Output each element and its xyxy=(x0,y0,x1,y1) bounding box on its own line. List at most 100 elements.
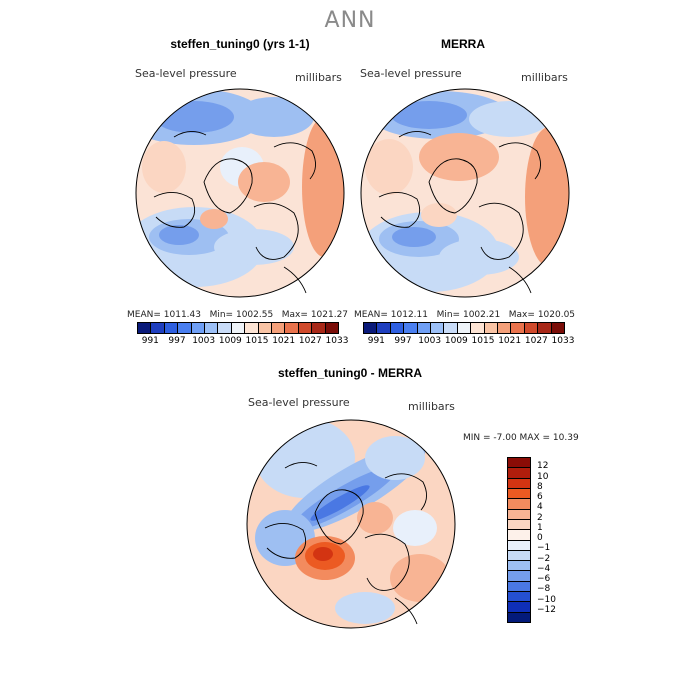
panel2-colorbar-tick-label: 997 xyxy=(394,336,412,346)
panel1-variable: Sea-level pressure xyxy=(135,67,237,80)
panel1-colorbar-tick-label: 997 xyxy=(168,336,186,346)
panel1-colorbar-tick-label: 1027 xyxy=(298,336,322,346)
panel2-colorbar-cell xyxy=(471,323,485,333)
diff-colorbar-cell xyxy=(508,458,530,469)
panel2-colorbar-tick-label: 1009 xyxy=(444,336,468,346)
panel1-polar-map xyxy=(135,88,345,298)
panel2-colorbar-cell xyxy=(484,323,499,333)
panel2-colorbar-tick-label: 1027 xyxy=(524,336,548,346)
panel1-colorbar-tick-label: 1033 xyxy=(325,336,349,346)
diff-colorbar-tick-label: 2 xyxy=(537,512,543,523)
panel2-colorbar-tick-label: 1033 xyxy=(551,336,575,346)
panel1-min-value: 1002.55 xyxy=(235,310,274,320)
diff-panel-units: millibars xyxy=(408,400,455,413)
panel2-colorbar-cell xyxy=(444,323,458,333)
panel2-colorbar-cell xyxy=(511,323,525,333)
panel2-colorbar-cell xyxy=(524,323,539,333)
diff-colorbar-tick-label: −4 xyxy=(537,563,551,574)
panel2-colorbar-tick-label: 1015 xyxy=(471,336,495,346)
diff-colorbar-tick-label: 12 xyxy=(537,461,549,472)
panel1-max-label: Max= xyxy=(281,310,308,320)
panel1-max-value: 1021.27 xyxy=(310,310,349,320)
diff-colorbar-labels: 12 10 8 6 4 2 1 0 −1 −2 −4 −6 −8 −10 −12 xyxy=(537,457,567,621)
diff-colorbar-cell xyxy=(508,602,530,613)
diff-colorbar-tick-label: −6 xyxy=(537,574,551,584)
panel1-mean-value: 1011.43 xyxy=(163,310,201,320)
panel1-colorbar-tick-label: 1003 xyxy=(192,336,216,346)
panel1-colorbar-cell xyxy=(138,323,152,333)
panel2-mean-value: 1012.11 xyxy=(390,310,428,320)
panel2-title: MERRA xyxy=(441,37,485,51)
panel1-colorbar-cell xyxy=(312,323,326,333)
panel2-colorbar-cell xyxy=(457,323,472,333)
diff-colorbar-cell xyxy=(508,509,530,520)
diff-colorbar-cell xyxy=(508,550,530,562)
diff-panel-variable: Sea-level pressure xyxy=(248,396,350,409)
panel1-colorbar-cell xyxy=(151,323,165,333)
panel1-coastlines xyxy=(153,131,316,294)
diff-coastlines xyxy=(264,462,427,625)
diff-colorbar-cell xyxy=(508,581,530,593)
panel1-colorbar-cell xyxy=(285,323,299,333)
panel2-min-value: 1002.21 xyxy=(462,310,501,320)
panel1-colorbar-cell xyxy=(245,323,259,333)
diff-colorbar-tick-label: −2 xyxy=(537,553,551,564)
panel2-colorbar-cell xyxy=(364,323,378,333)
panel2-colorbar-labels: 991 997 1003 1009 1015 1021 1027 1033 xyxy=(363,336,575,348)
panel1-colorbar-tick-label: 1015 xyxy=(245,336,269,346)
panel2-colorbar-cell xyxy=(390,323,405,333)
panel1-colorbar-cell xyxy=(272,323,286,333)
panel1-stats: MEAN= 1011.43 Min= 1002.55 Max= 1021.27 xyxy=(127,310,348,320)
panel2-units: millibars xyxy=(521,71,568,84)
panel2-colorbar-tick-label: 1021 xyxy=(498,336,522,346)
panel2-variable: Sea-level pressure xyxy=(360,67,462,80)
panel2-greenland-high xyxy=(421,203,457,227)
diff-colorbar-cell xyxy=(508,592,530,603)
diff-map-border xyxy=(246,419,456,629)
panel2-colorbar-cell xyxy=(417,323,432,333)
panel1-colorbar xyxy=(137,322,339,334)
panel1-colorbar-cell xyxy=(164,323,179,333)
diff-colorbar-cell xyxy=(508,540,530,551)
panel1-colorbar-cell xyxy=(191,323,206,333)
panel1-units: millibars xyxy=(295,71,342,84)
panel1-colorbar-cell xyxy=(325,323,339,333)
panel1-colorbar-cell xyxy=(205,323,219,333)
panel1-colorbar-labels: 991 997 1003 1009 1015 1021 1027 1033 xyxy=(137,336,349,348)
diff-colorbar-tick-label: 4 xyxy=(537,502,543,513)
diff-colorbar-tick-label: −12 xyxy=(537,604,556,615)
figure-title: ANN xyxy=(324,8,376,33)
panel2-colorbar-cell xyxy=(404,323,418,333)
diff-colorbar-tick-label: 8 xyxy=(537,481,543,492)
panel1-colorbar-cell xyxy=(218,323,232,333)
panel2-colorbar-tick-label: 991 xyxy=(367,336,385,346)
diff-colorbar-tick-label: −10 xyxy=(537,594,556,605)
panel2-colorbar xyxy=(363,322,565,334)
diff-colorbar xyxy=(507,457,531,623)
panel1-title: steffen_tuning0 (yrs 1-1) xyxy=(170,37,310,51)
diff-colorbar-cell xyxy=(508,478,530,489)
panel2-max-value: 1020.05 xyxy=(537,310,576,320)
panel2-colorbar-tick-label: 1003 xyxy=(418,336,442,346)
panel2-colorbar-cell xyxy=(538,323,552,333)
diff-colorbar-tick-label: −8 xyxy=(537,584,551,595)
panel2-polar-map xyxy=(360,88,570,298)
diff-polar-map xyxy=(246,419,456,629)
diff-panel-title: steffen_tuning0 - MERRA xyxy=(278,366,422,380)
diff-colorbar-tick-label: 10 xyxy=(537,471,549,482)
panel2-colorbar-cell xyxy=(498,323,512,333)
panel2-max-label: Max= xyxy=(508,310,535,320)
panel2-min-label: Min= xyxy=(436,310,461,320)
panel1-greenland-high xyxy=(200,209,228,229)
panel1-mean-label: MEAN= xyxy=(127,310,161,320)
diff-colorbar-cell xyxy=(508,488,530,500)
diff-colorbar-cell xyxy=(508,561,530,572)
panel1-siberian-high xyxy=(302,117,344,257)
panel2-colorbar-cell xyxy=(551,323,565,333)
diff-panel-minmax: MIN = -7.00 MAX = 10.39 xyxy=(463,433,579,443)
panel1-min-label: Min= xyxy=(209,310,234,320)
diff-colorbar-cell xyxy=(508,519,530,531)
diff-colorbar-cell xyxy=(508,612,530,622)
panel2-coastlines xyxy=(378,131,541,294)
diff-colorbar-tick-label: 6 xyxy=(537,492,543,502)
